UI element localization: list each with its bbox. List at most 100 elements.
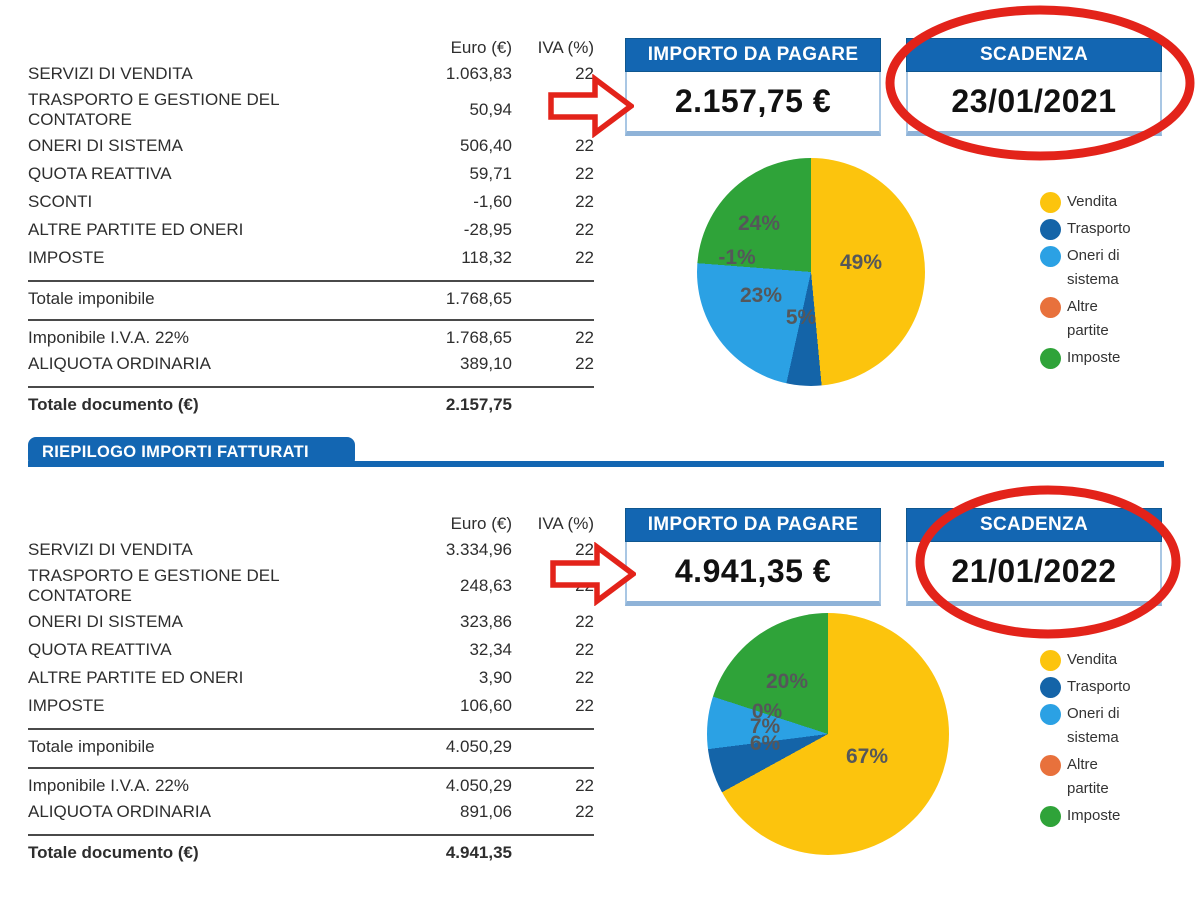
row-iva-value: 22 — [575, 136, 594, 155]
column-header-iva: IVA (%) — [537, 38, 594, 57]
column-header-euro: Euro (€) — [450, 514, 512, 533]
legend-label: Imposte — [1067, 807, 1121, 824]
importo-da-pagare-box-2021: IMPORTO DA PAGARE 2.157,75 € — [625, 38, 881, 136]
legend-color-dot — [1040, 219, 1061, 240]
row-euro-value: 1.063,83 — [445, 64, 512, 83]
pie-slice-label: 67% — [845, 745, 889, 768]
legend-item: Vendita — [1040, 190, 1172, 214]
pie-slice-label: 7% — [749, 715, 781, 738]
row-iva-value: 22 — [575, 640, 594, 659]
table-header-row: Euro (€) IVA (%) — [28, 512, 594, 536]
row-label: ALTRE PARTITE ED ONERI — [28, 668, 244, 687]
pie-slice-label: 49% — [839, 251, 883, 274]
legend-label: Oneri di sistema — [1067, 705, 1120, 746]
table-rows: SERVIZI DI VENDITA 1.063,83 22 TRASPORTO… — [28, 60, 594, 417]
pie-slice-label: 24% — [737, 212, 781, 235]
row-euro-value: 2.157,75 — [445, 395, 512, 414]
row-label: ALIQUOTA ORDINARIA — [28, 802, 211, 821]
importo-value: 2.157,75 € — [625, 72, 881, 136]
importo-value: 4.941,35 € — [625, 542, 881, 606]
row-iva-value: 22 — [575, 100, 594, 119]
row-label: Totale documento (€) — [28, 843, 199, 862]
pie-slice-label: -1% — [718, 246, 756, 269]
pie-chart-2022: 67% 6% 7% 0% 20% — [707, 613, 949, 855]
legend-label: Imposte — [1067, 349, 1121, 366]
row-euro-value: 1.768,65 — [445, 289, 512, 308]
pie-slice-label: 20% — [765, 670, 809, 693]
table-row: SERVIZI DI VENDITA 3.334,96 22 — [28, 536, 594, 564]
row-iva-value: 22 — [575, 192, 594, 211]
row-label: Totale documento (€) — [28, 395, 199, 414]
table-row: ALTRE PARTITE ED ONERI 3,90 22 — [28, 664, 594, 692]
row-label: ONERI DI SISTEMA — [28, 136, 183, 155]
legend-item: Altre partite — [1040, 295, 1172, 343]
row-iva-value: 22 — [575, 576, 594, 595]
row-euro-value: 323,86 — [460, 612, 512, 631]
table-row: ONERI DI SISTEMA 506,40 22 — [28, 132, 594, 160]
legend-label: Trasporto — [1067, 678, 1131, 695]
row-label: IMPOSTE — [28, 696, 105, 715]
chart-legend-2022: Vendita Trasporto Oneri di sistema Altre… — [1040, 648, 1172, 831]
row-euro-value: 3.334,96 — [445, 540, 512, 559]
pie-slice-label: 0% — [751, 700, 783, 723]
row-euro-value: 389,10 — [460, 354, 512, 373]
table-row: TRASPORTO E GESTIONE DEL CONTATORE 248,6… — [28, 564, 594, 608]
pie-slice-label: 6% — [749, 732, 781, 755]
legend-item: Imposte — [1040, 804, 1172, 828]
pie-labels: 49% 5% 23% -1% 24% — [697, 158, 925, 386]
row-label: IMPOSTE — [28, 248, 105, 267]
table-row: IMPOSTE 106,60 22 — [28, 692, 594, 720]
row-iva-value: 22 — [575, 612, 594, 631]
legend-label: Vendita — [1067, 193, 1118, 210]
table-rows: SERVIZI DI VENDITA 3.334,96 22 TRASPORTO… — [28, 536, 594, 865]
legend-item: Oneri di sistema — [1040, 244, 1172, 292]
table-row: ONERI DI SISTEMA 323,86 22 — [28, 608, 594, 636]
row-euro-value: 32,34 — [469, 640, 512, 659]
row-euro-value: -28,95 — [463, 220, 512, 239]
pie-slice-label: 5% — [785, 306, 817, 329]
table-row: Totale documento (€) 4.941,35 — [28, 834, 594, 865]
legend-color-dot — [1040, 192, 1061, 213]
table-row: ALIQUOTA ORDINARIA 891,06 22 — [28, 798, 594, 826]
importo-da-pagare-box-2022: IMPORTO DA PAGARE 4.941,35 € — [625, 508, 881, 606]
importo-header: IMPORTO DA PAGARE — [625, 508, 881, 542]
row-label: SERVIZI DI VENDITA — [28, 64, 193, 83]
row-euro-value: 891,06 — [460, 802, 512, 821]
row-label: SCONTI — [28, 192, 93, 211]
column-header-iva: IVA (%) — [537, 514, 594, 533]
row-iva-value: 22 — [575, 668, 594, 687]
riepilogo-banner: RIEPILOGO IMPORTI FATTURATI — [28, 437, 355, 467]
row-euro-value: 118,32 — [461, 248, 512, 267]
row-label: Imponibile I.V.A. 22% — [28, 328, 189, 347]
row-euro-value: 4.050,29 — [445, 776, 512, 795]
row-euro-value: -1,60 — [473, 192, 512, 211]
row-iva-value: 22 — [575, 64, 594, 83]
banner-rule — [28, 461, 1164, 467]
table-row: Totale imponibile 1.768,65 — [28, 280, 594, 311]
row-iva-value: 22 — [575, 220, 594, 239]
row-euro-value: 4.941,35 — [445, 843, 512, 862]
row-iva-value: 22 — [575, 354, 594, 373]
row-label: QUOTA REATTIVA — [28, 640, 172, 659]
legend-item: Vendita — [1040, 648, 1172, 672]
legend-color-dot — [1040, 348, 1061, 369]
charges-table-2021: Euro (€) IVA (%) SERVIZI DI VENDITA 1.06… — [28, 36, 594, 417]
row-label: ALIQUOTA ORDINARIA — [28, 354, 211, 373]
row-label: Totale imponibile — [28, 737, 155, 756]
column-header-euro: Euro (€) — [450, 38, 512, 57]
row-iva-value: 22 — [575, 164, 594, 183]
row-label: QUOTA REATTIVA — [28, 164, 172, 183]
table-header-row: Euro (€) IVA (%) — [28, 36, 594, 60]
row-label: TRASPORTO E GESTIONE DEL CONTATORE — [28, 90, 279, 129]
legend-item: Altre partite — [1040, 753, 1172, 801]
row-iva-value: 22 — [575, 328, 594, 347]
legend-label: Vendita — [1067, 651, 1118, 668]
scadenza-header: SCADENZA — [906, 508, 1162, 542]
table-row: QUOTA REATTIVA 32,34 22 — [28, 636, 594, 664]
legend-item: Trasporto — [1040, 217, 1172, 241]
row-label: ONERI DI SISTEMA — [28, 612, 183, 631]
table-row: SCONTI -1,60 22 — [28, 188, 594, 216]
pie-chart-2021: 49% 5% 23% -1% 24% — [697, 158, 925, 386]
table-row: SERVIZI DI VENDITA 1.063,83 22 — [28, 60, 594, 88]
